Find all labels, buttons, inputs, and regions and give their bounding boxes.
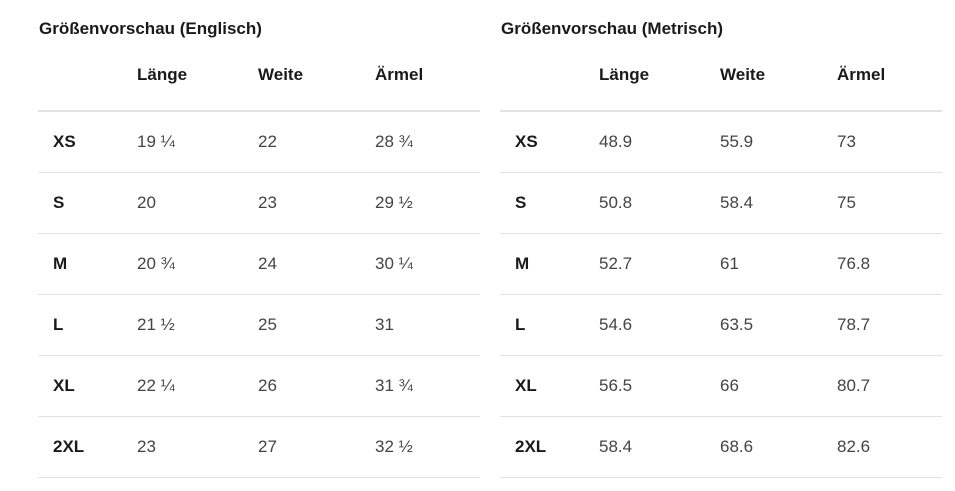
table-row: XS 19 ¼ 22 28 ¾ <box>38 111 480 172</box>
measurement-cell: 75 <box>837 192 856 212</box>
measurement-cell: 82.6 <box>837 436 871 456</box>
size-label: M <box>53 253 68 273</box>
measurement-cell: 29 ½ <box>375 192 413 212</box>
measurement-cell: 20 ¾ <box>137 253 175 273</box>
size-table: Länge Weite Ärmel XS 19 ¼ 22 28 ¾ S 20 23 29 ½ M 20 … <box>38 50 480 478</box>
table-row: M 52.7 61 76.8 <box>500 233 942 294</box>
measurement-cell: 55.9 <box>720 131 754 151</box>
table-row: L 54.6 63.5 78.7 <box>500 294 942 355</box>
column-header <box>38 50 137 112</box>
table-row: 2XL 58.4 68.6 82.6 <box>500 416 942 477</box>
size-label: L <box>515 314 526 334</box>
column-header: Ärmel <box>837 50 942 112</box>
measurement-cell: 76.8 <box>837 253 871 273</box>
size-label: M <box>515 253 530 273</box>
table-row: M 20 ¾ 24 30 ¼ <box>38 233 480 294</box>
table-title: Größenvorschau (Englisch) <box>39 19 262 38</box>
size-label: S <box>515 192 527 212</box>
measurement-cell: 50.8 <box>599 192 633 212</box>
measurement-cell: 23 <box>137 436 156 456</box>
measurement-cell: 68.6 <box>720 436 754 456</box>
header-row: Länge Weite Ärmel <box>500 50 942 112</box>
column-header: Weite <box>720 50 837 112</box>
table-row: 2XL 23 27 32 ½ <box>38 416 480 477</box>
measurement-cell: 23 <box>258 192 277 212</box>
measurement-cell: 32 ½ <box>375 436 413 456</box>
size-label: S <box>53 192 65 212</box>
table-row: S 20 23 29 ½ <box>38 172 480 233</box>
measurement-cell: 30 ¼ <box>375 253 413 273</box>
measurement-cell: 58.4 <box>599 436 633 456</box>
measurement-cell: 27 <box>258 436 277 456</box>
column-header <box>500 50 599 112</box>
measurement-cell: 48.9 <box>599 131 633 151</box>
table-row: L 21 ½ 25 31 <box>38 294 480 355</box>
measurement-cell: 31 <box>375 314 394 334</box>
measurement-cell: 80.7 <box>837 375 871 395</box>
measurement-cell: 20 <box>137 192 156 212</box>
measurement-cell: 19 ¼ <box>137 131 175 151</box>
measurement-cell: 22 <box>258 131 277 151</box>
measurement-cell: 26 <box>258 375 277 395</box>
measurement-cell: 63.5 <box>720 314 754 334</box>
measurement-cell: 56.5 <box>599 375 633 395</box>
measurement-cell: 25 <box>258 314 277 334</box>
measurement-cell: 73 <box>837 131 856 151</box>
measurement-cell: 24 <box>258 253 277 273</box>
size-label: XS <box>515 131 538 151</box>
measurement-cell: 54.6 <box>599 314 633 334</box>
column-header: Weite <box>258 50 375 112</box>
column-header: Ärmel <box>375 50 480 112</box>
table-row: XL 56.5 66 80.7 <box>500 355 942 416</box>
size-table: Länge Weite Ärmel XS 48.9 55.9 73 S 50.8 58.4 75 M 5… <box>500 50 942 478</box>
table-row: XS 48.9 55.9 73 <box>500 111 942 172</box>
measurement-cell: 21 ½ <box>137 314 175 334</box>
measurement-cell: 22 ¼ <box>137 375 175 395</box>
measurement-cell: 58.4 <box>720 192 754 212</box>
size-label: XS <box>53 131 76 151</box>
measurement-cell: 66 <box>720 375 739 395</box>
size-label: 2XL <box>53 436 85 456</box>
measurement-cell: 78.7 <box>837 314 871 334</box>
table-row: S 50.8 58.4 75 <box>500 172 942 233</box>
header-row: Länge Weite Ärmel <box>38 50 480 112</box>
size-label: 2XL <box>515 436 547 456</box>
table-title: Größenvorschau (Metrisch) <box>501 19 723 38</box>
measurement-cell: 31 ¾ <box>375 375 413 395</box>
column-header: Länge <box>599 50 720 112</box>
measurement-cell: 28 ¾ <box>375 131 413 151</box>
size-label: XL <box>53 375 75 395</box>
column-header: Länge <box>137 50 258 112</box>
size-label: L <box>53 314 64 334</box>
size-label: XL <box>515 375 537 395</box>
measurement-cell: 52.7 <box>599 253 633 273</box>
measurement-cell: 61 <box>720 253 739 273</box>
table-row: XL 22 ¼ 26 31 ¾ <box>38 355 480 416</box>
